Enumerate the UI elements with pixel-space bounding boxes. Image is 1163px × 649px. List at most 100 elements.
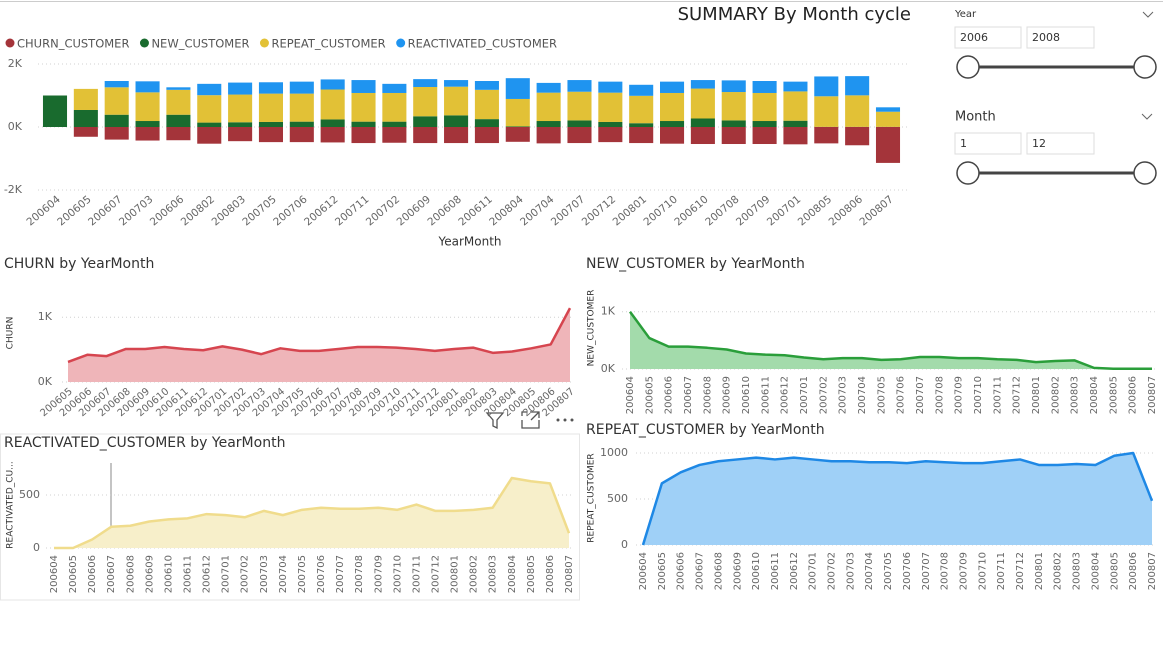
x-tick-label: 200802: [1050, 376, 1061, 414]
x-tick-label: 200807: [1147, 376, 1158, 414]
bar-segment: [721, 80, 746, 93]
bar-segment: [320, 89, 345, 120]
y-tick-label: 1K: [38, 310, 53, 323]
x-tick-label: 200605: [657, 552, 668, 590]
bar-segment: [73, 109, 98, 127]
bar-segment: [197, 122, 222, 127]
more-options[interactable]: [556, 418, 574, 422]
x-tick-label: 200609: [144, 555, 155, 593]
bar-segment: [629, 123, 654, 127]
bar-segment: [783, 127, 808, 145]
x-tick-label: 200701: [799, 376, 810, 414]
area-fill: [643, 453, 1152, 545]
legend-label: REACTIVATED_CUSTOMER: [408, 37, 557, 51]
visual-header: [485, 411, 574, 430]
bar-segment: [351, 80, 376, 93]
bar-segment: [197, 83, 222, 96]
x-tick-label: 200801: [611, 193, 649, 228]
y-axis-title: REACTIVATED_CU...: [6, 461, 16, 548]
x-tick-label: 200608: [426, 193, 464, 228]
bar-segment: [351, 92, 376, 122]
x-tick-label: 200706: [902, 552, 913, 590]
slicer-title: Year: [954, 9, 977, 20]
y-tick-label: 0: [621, 538, 628, 551]
x-tick-label: 200704: [864, 552, 875, 590]
x-tick-label: 200802: [469, 555, 480, 593]
x-tick-label: 200804: [507, 555, 518, 593]
bar-segment: [289, 127, 314, 143]
x-tick-label: 200703: [117, 193, 155, 228]
chevron[interactable]: [1141, 113, 1153, 120]
bar-segment: [474, 127, 499, 144]
bar-segment: [598, 92, 623, 122]
x-tick-label: 200712: [430, 555, 441, 593]
bar-segment: [197, 127, 222, 144]
bar-segment: [413, 86, 438, 117]
bar-segment: [567, 91, 592, 121]
x-tick-label: 200611: [760, 376, 771, 414]
y-axis-title: NEW_CUSTOMER: [587, 290, 597, 367]
bar-segment: [474, 81, 499, 90]
bar-segment: [536, 92, 561, 122]
slicer-to: 12: [1032, 137, 1046, 150]
bar-segment: [351, 127, 376, 144]
bar-segment: [320, 127, 345, 143]
slider-handle[interactable]: [1133, 161, 1157, 185]
bar-segment: [228, 82, 253, 95]
slider-handle[interactable]: [1133, 55, 1157, 79]
x-tick-label: 200711: [996, 552, 1007, 590]
bar-segment: [382, 127, 407, 143]
line: [641, 451, 1154, 546]
bar-segment: [536, 82, 561, 93]
x-tick-label: 200805: [1109, 552, 1120, 590]
slicer-to: 2008: [1032, 31, 1060, 44]
x-tick-label: 200709: [958, 552, 969, 590]
x-tick-label: 200607: [86, 193, 124, 228]
bar-segment: [166, 114, 191, 127]
y-axis-title: REPEAT_CUSTOMER: [587, 453, 597, 542]
input-box[interactable]: [1026, 132, 1095, 155]
bar-segment: [567, 127, 592, 144]
area-fill: [54, 478, 569, 548]
x-tick-label: 200611: [456, 193, 494, 228]
bar-segment: [166, 87, 191, 90]
bar-segment: [258, 127, 283, 143]
x-tick-label: 200605: [644, 376, 655, 414]
chart-title: NEW_CUSTOMER by YearMonth: [586, 256, 805, 272]
x-tick-label: 200612: [202, 555, 213, 593]
slicer-from: 2006: [960, 31, 988, 44]
x-tick-label: 200708: [934, 376, 945, 414]
x-tick-label: 200807: [857, 193, 895, 228]
bar-segment: [629, 95, 654, 124]
x-tick-label: 200804: [1090, 552, 1101, 590]
x-tick-label: 200802: [179, 193, 217, 228]
bar-segment: [660, 127, 685, 144]
x-tick-label: 200708: [703, 193, 741, 228]
chevron[interactable]: [1142, 11, 1154, 18]
bar-segment: [382, 121, 407, 127]
x-tick-label: 200705: [240, 193, 278, 228]
x-tick-label: 200704: [278, 555, 289, 593]
focus-icon[interactable]: [521, 411, 540, 429]
filter-icon[interactable]: [485, 412, 505, 430]
slider-handle[interactable]: [956, 161, 980, 185]
bar-segment: [382, 83, 407, 93]
input-box[interactable]: [1026, 26, 1095, 49]
area-fill: [68, 308, 570, 382]
bar-segment: [814, 127, 839, 144]
x-tick-label: 200806: [1128, 552, 1139, 590]
bar-segment: [783, 81, 808, 92]
x-tick-label: 200804: [1089, 376, 1100, 414]
y-tick-label: -2K: [4, 183, 23, 196]
input-box[interactable]: [954, 26, 1022, 49]
x-tick-label: 200801: [450, 555, 461, 593]
x-tick-label: 200612: [302, 193, 340, 228]
slider-handle[interactable]: [956, 55, 980, 79]
input-box[interactable]: [954, 132, 1022, 155]
bar-segment: [690, 88, 715, 119]
x-tick-label: 200702: [827, 552, 838, 590]
x-tick-label: 200807: [564, 555, 575, 593]
legend-label: CHURN_CUSTOMER: [17, 37, 129, 51]
bar-segment: [135, 127, 160, 141]
chart-title: REPEAT_CUSTOMER by YearMonth: [586, 422, 825, 438]
